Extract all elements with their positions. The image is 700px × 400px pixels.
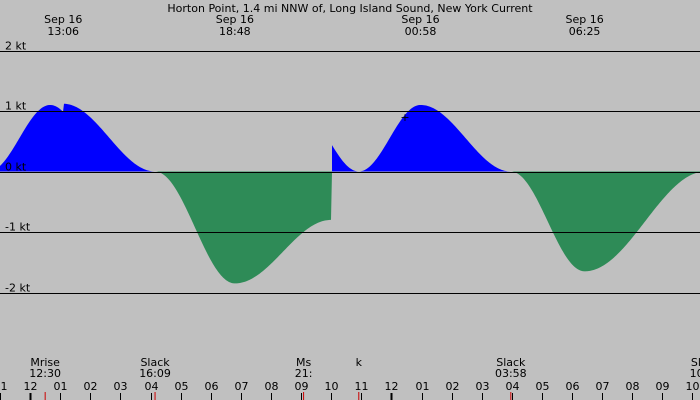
x-axis: Slack03:58Slack10:26Slack16:09kMrise12:3… (0, 356, 700, 400)
chart-title: Horton Point, 1.4 mi NNW of, Long Island… (167, 2, 533, 15)
hour-tick-label: 07 (235, 380, 249, 393)
slack-label: Slack (691, 356, 700, 369)
y-tick-label: 1 kt (5, 100, 27, 113)
y-tick-label: -2 kt (5, 282, 31, 295)
slack-time-label: 16:09 (139, 367, 171, 380)
hour-tick-label: 10 (686, 380, 700, 393)
hour-tick-label: 04 (506, 380, 520, 393)
current-area (0, 103, 700, 284)
hour-tick-label: 01 (416, 380, 430, 393)
hour-tick-label: 06 (566, 380, 580, 393)
slack-label: Slack (496, 356, 526, 369)
hour-tick-label: 04 (145, 380, 159, 393)
hour-tick-label: 03 (114, 380, 128, 393)
moon-event-label: k (356, 356, 363, 369)
ebb-area (511, 171, 700, 272)
hour-tick-label: 05 (536, 380, 550, 393)
hour-tick-label: 01 (54, 380, 68, 393)
extreme-time-label: 13:06 (47, 25, 79, 38)
extreme-time-label: 00:58 (405, 25, 437, 38)
hour-tick-label: 11 (0, 380, 8, 393)
extreme-date-label: Sep 16 (44, 13, 82, 26)
hour-tick-label: 12 (385, 380, 399, 393)
slack-time-label: 10:26 (690, 367, 700, 380)
hour-tick-label: 08 (265, 380, 279, 393)
y-tick-label: 2 kt (5, 40, 27, 53)
slack-label: Slack (140, 356, 170, 369)
hour-tick-label: 07 (596, 380, 610, 393)
hour-tick-label: 05 (175, 380, 189, 393)
hour-tick-label: 09 (295, 380, 309, 393)
extreme-time-label: 06:25 (569, 25, 601, 38)
extreme-time-label: 18:48 (219, 25, 251, 38)
extreme-date-label: Sep 16 (216, 13, 254, 26)
y-tick-label: -1 kt (5, 221, 31, 234)
y-axis-labels: 2 kt 1 kt 0 kt -1 kt -2 kt (5, 40, 31, 295)
moon-event-time-label: 21: (295, 367, 313, 380)
hour-tick-label: 06 (205, 380, 219, 393)
moon-event-label: Ms (296, 356, 311, 369)
hour-tick-label: 09 (656, 380, 670, 393)
extreme-date-label: Sep 16 (565, 13, 603, 26)
hour-tick-label: 03 (476, 380, 490, 393)
slack-time-label: 03:58 (495, 367, 527, 380)
extreme-date-label: Sep 16 (401, 13, 439, 26)
grid-lines (0, 51, 700, 294)
hour-tick-label: 02 (446, 380, 460, 393)
hour-tick-label: 08 (626, 380, 640, 393)
hour-tick-label: 11 (355, 380, 369, 393)
moon-event-time-label: 12:30 (29, 367, 61, 380)
hour-tick-label: 02 (84, 380, 98, 393)
flood-area (0, 103, 156, 172)
cursor-crosshair: + (400, 111, 409, 124)
y-tick-label: 0 kt (5, 161, 27, 174)
flood-area (332, 104, 511, 172)
moon-event-label: Mrise (30, 356, 60, 369)
hour-tick-label: 12 (24, 380, 38, 393)
hour-tick-label: 10 (325, 380, 339, 393)
ebb-area (156, 171, 332, 284)
